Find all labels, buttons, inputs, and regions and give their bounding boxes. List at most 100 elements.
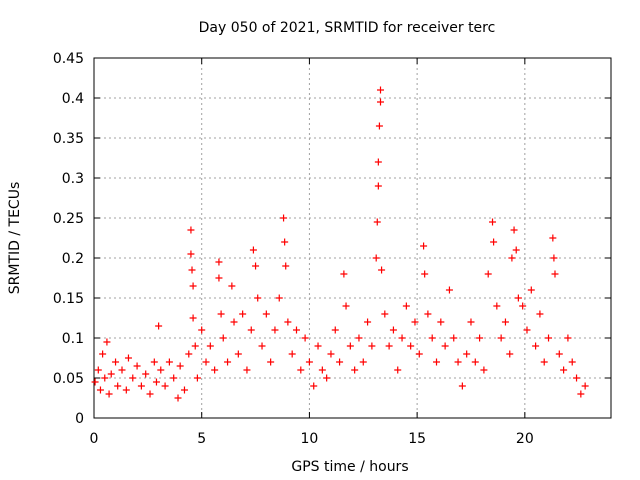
data-point — [224, 358, 232, 366]
data-point — [389, 326, 397, 334]
data-point — [374, 158, 382, 166]
data-point — [355, 334, 363, 342]
y-tick-label: 0.25 — [53, 211, 84, 227]
data-point — [331, 326, 339, 334]
data-point — [228, 282, 236, 290]
data-point — [202, 358, 210, 366]
y-axis-label: SRMTID / TECUs — [7, 182, 23, 295]
data-point — [573, 374, 581, 382]
x-axis: 0 5 10 15 20 — [90, 58, 534, 447]
data-point — [258, 342, 266, 350]
data-point — [187, 250, 195, 258]
data-point — [378, 266, 386, 274]
data-point — [193, 374, 201, 382]
data-point — [407, 342, 415, 350]
x-axis-label: GPS time / hours — [291, 459, 408, 475]
data-point — [510, 226, 518, 234]
data-point — [484, 270, 492, 278]
data-point — [346, 342, 354, 350]
data-point — [564, 334, 572, 342]
data-point — [185, 350, 193, 358]
data-point — [133, 362, 141, 370]
data-point — [271, 326, 279, 334]
data-point — [211, 366, 219, 374]
data-point — [540, 358, 548, 366]
data-point — [129, 374, 137, 382]
data-point — [157, 366, 165, 374]
y-tick-label: 0.2 — [62, 251, 84, 267]
y-tick-label: 0.45 — [53, 51, 84, 67]
data-point — [375, 122, 383, 130]
data-point — [506, 350, 514, 358]
data-point — [161, 382, 169, 390]
data-point — [180, 386, 188, 394]
data-point — [424, 310, 432, 318]
data-point — [217, 310, 225, 318]
data-point — [112, 358, 120, 366]
data-point — [219, 334, 227, 342]
y-tick-label: 0.1 — [62, 331, 84, 347]
data-point — [342, 302, 350, 310]
data-point — [415, 350, 423, 358]
data-point — [301, 334, 309, 342]
data-point — [327, 350, 335, 358]
data-point — [471, 358, 479, 366]
data-point — [497, 334, 505, 342]
data-point — [433, 358, 441, 366]
y-axis: 0 0.05 0.1 0.15 0.2 0.25 0.3 0.35 0.4 0.45 — [53, 51, 611, 427]
data-point — [292, 326, 300, 334]
y-tick-label: 0.4 — [62, 91, 84, 107]
data-point — [310, 382, 318, 390]
x-tick-label: 20 — [516, 431, 534, 447]
x-tick-label: 10 — [301, 431, 319, 447]
data-point — [508, 254, 516, 262]
data-point — [267, 358, 275, 366]
data-point — [458, 382, 466, 390]
data-point — [560, 366, 568, 374]
data-point — [536, 310, 544, 318]
data-point — [124, 354, 132, 362]
data-point — [532, 342, 540, 350]
data-point — [340, 270, 348, 278]
y-tick-label: 0.15 — [53, 291, 84, 307]
data-point — [239, 310, 247, 318]
grid-lines — [94, 58, 611, 418]
data-point — [191, 342, 199, 350]
data-point — [377, 98, 385, 106]
data-point — [364, 318, 372, 326]
data-point — [501, 318, 509, 326]
data-point — [463, 350, 471, 358]
data-point — [550, 254, 558, 262]
data-point — [523, 326, 531, 334]
data-point — [402, 302, 410, 310]
data-point — [174, 394, 182, 402]
data-point — [480, 366, 488, 374]
data-point — [297, 366, 305, 374]
data-point — [398, 334, 406, 342]
data-point — [549, 234, 557, 242]
x-tick-label: 15 — [408, 431, 426, 447]
data-point — [165, 358, 173, 366]
data-point — [490, 238, 498, 246]
data-point — [105, 390, 113, 398]
data-point — [118, 366, 126, 374]
data-point — [262, 310, 270, 318]
data-point — [374, 182, 382, 190]
data-point — [314, 342, 322, 350]
data-point — [94, 366, 102, 374]
data-point — [155, 322, 163, 330]
data-point — [577, 390, 585, 398]
data-point — [351, 366, 359, 374]
data-point — [176, 362, 184, 370]
data-point — [189, 314, 197, 322]
data-point — [288, 350, 296, 358]
data-point — [551, 270, 559, 278]
data-point — [519, 302, 527, 310]
data-point — [101, 374, 109, 382]
data-point — [514, 294, 522, 302]
data-point — [252, 262, 260, 270]
data-point — [107, 370, 115, 378]
data-point — [137, 382, 145, 390]
data-point — [243, 366, 251, 374]
data-point — [420, 242, 428, 250]
